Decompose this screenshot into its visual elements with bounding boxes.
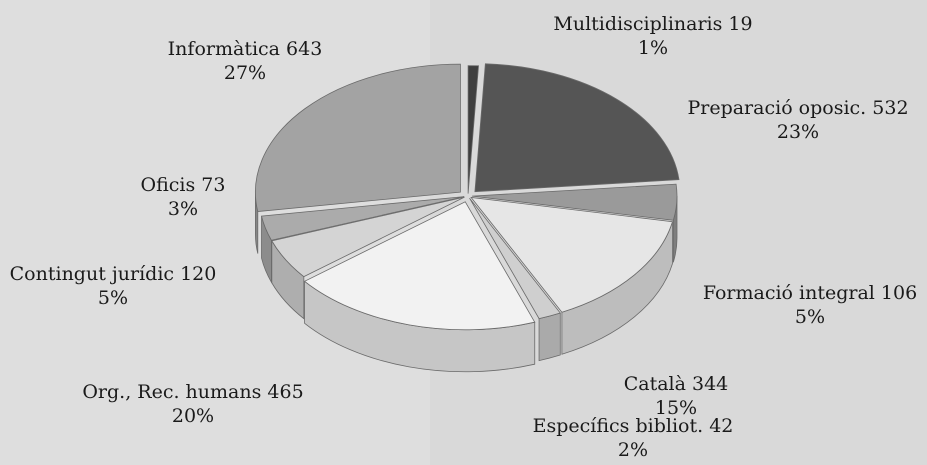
slice-percent-contingut-juridic: 5% bbox=[97, 287, 129, 309]
slice-name-formacio-integral: Formació integral bbox=[702, 282, 875, 304]
pie-slice-multidisciplinaris bbox=[467, 65, 479, 194]
pie-slice-oficis bbox=[261, 196, 465, 241]
slice-label-formacio-integral: Formació integral 106 5% bbox=[703, 281, 917, 329]
slice-label-oficis: Oficis 73 3% bbox=[141, 173, 226, 221]
slice-percent-formacio-integral: 5% bbox=[794, 306, 826, 328]
slice-label-especifics-bibliot: Específics bibliot. 42 2% bbox=[533, 414, 734, 462]
slice-percent-oficis: 3% bbox=[167, 198, 199, 220]
pie-slice-formacio-integral bbox=[471, 183, 678, 221]
slice-percent-especifics-bibliot: 2% bbox=[617, 439, 649, 461]
slice-value-formacio-integral: 106 bbox=[880, 282, 918, 304]
slice-label-multidisciplinaris: Multidisciplinaris 19 1% bbox=[553, 12, 752, 60]
pie-slice-org-rec-humans bbox=[303, 201, 536, 331]
slice-value-preparacio-oposic: 532 bbox=[872, 97, 909, 119]
slice-value-oficis: 73 bbox=[201, 174, 226, 196]
slice-percent-informatica: 27% bbox=[223, 62, 267, 84]
slice-name-preparacio-oposic: Preparació oposic. bbox=[687, 97, 867, 119]
pie-slice-informatica bbox=[255, 63, 461, 213]
slice-label-informatica: Informàtica 643 27% bbox=[168, 37, 323, 85]
slice-value-multidisciplinaris: 19 bbox=[728, 13, 753, 35]
slice-name-multidisciplinaris: Multidisciplinaris bbox=[553, 13, 723, 35]
slice-value-informatica: 643 bbox=[286, 38, 323, 60]
slice-label-org-rec-humans: Org., Rec. humans 465 20% bbox=[82, 380, 303, 428]
slice-name-oficis: Oficis bbox=[140, 174, 196, 196]
slice-value-org-rec-humans: 465 bbox=[267, 381, 304, 403]
slice-percent-org-rec-humans: 20% bbox=[171, 405, 215, 427]
pie-slice-preparacio-oposic bbox=[474, 63, 680, 193]
slice-percent-preparacio-oposic: 23% bbox=[776, 121, 820, 143]
slice-name-catala: Català bbox=[623, 373, 686, 395]
slice-percent-catala: 15% bbox=[654, 397, 698, 419]
pie-side-especifics-bibliot bbox=[538, 312, 561, 362]
pie-slice-especifics-bibliot bbox=[469, 197, 561, 320]
slice-value-contingut-juridic: 120 bbox=[180, 263, 217, 285]
slice-value-especifics-bibliot: 42 bbox=[709, 415, 734, 437]
slice-name-informatica: Informàtica bbox=[167, 38, 281, 60]
slice-percent-multidisciplinaris: 1% bbox=[637, 37, 669, 59]
slice-label-contingut-juridic: Contingut jurídic 120 5% bbox=[10, 262, 217, 310]
slice-name-especifics-bibliot: Específics bibliot. bbox=[532, 415, 704, 437]
pie-slice-catala bbox=[470, 196, 674, 313]
slice-label-preparacio-oposic: Preparació oposic. 532 23% bbox=[687, 96, 908, 144]
slice-value-catala: 344 bbox=[692, 373, 729, 395]
slice-label-catala: Català 344 15% bbox=[624, 372, 729, 420]
pie-slice-contingut-juridic bbox=[271, 196, 465, 278]
slice-name-contingut-juridic: Contingut jurídic bbox=[9, 263, 175, 285]
slice-name-org-rec-humans: Org., Rec. humans bbox=[82, 381, 262, 403]
